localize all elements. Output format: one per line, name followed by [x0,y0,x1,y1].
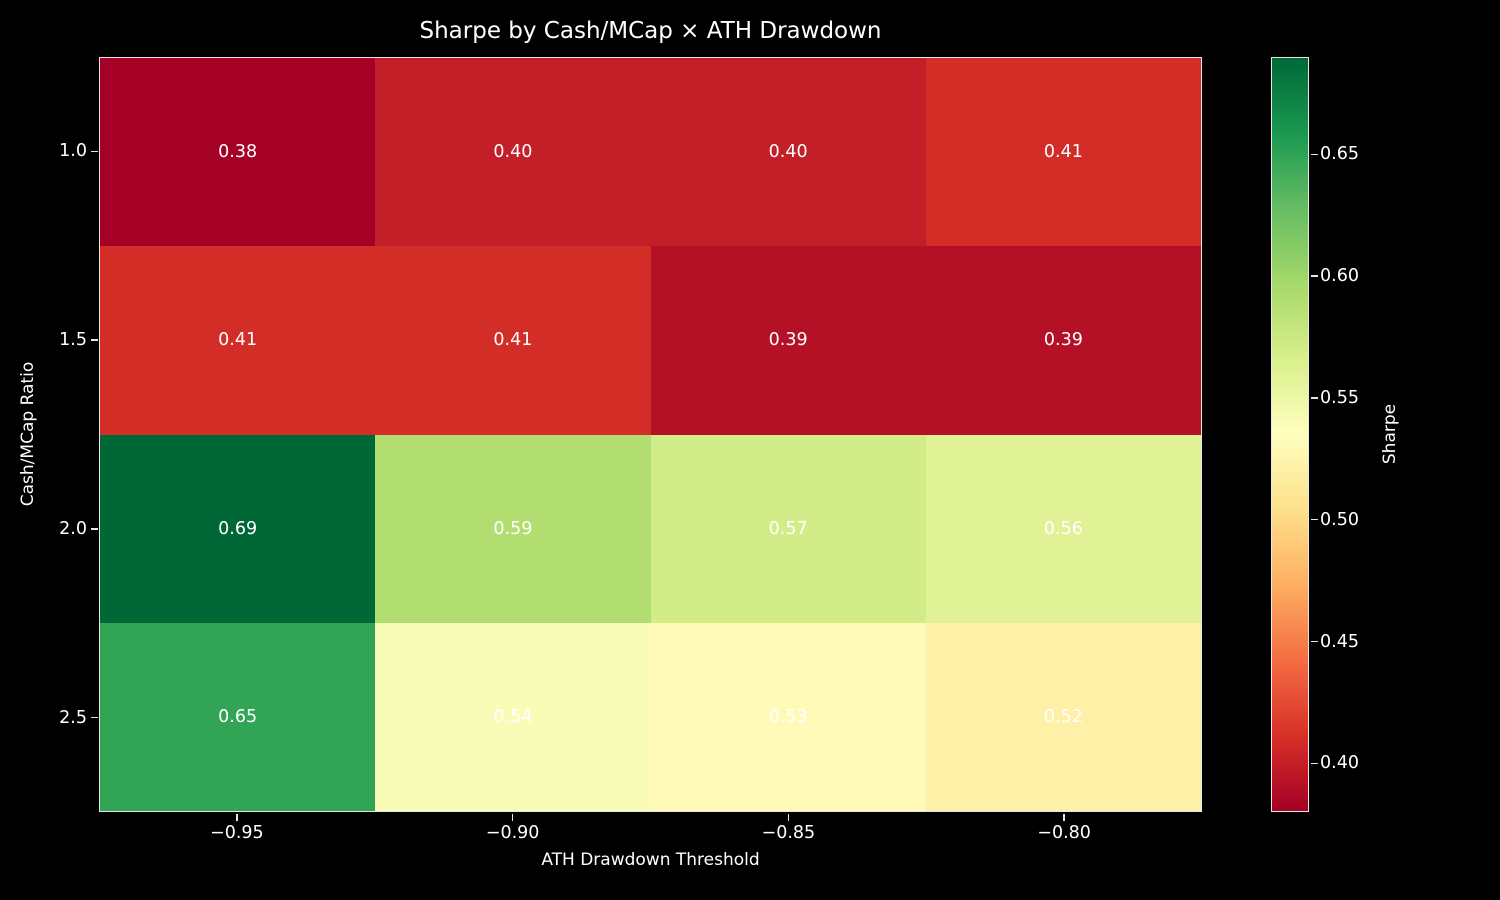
x-tick-label: −0.80 [1037,823,1091,843]
x-tick-mark [1063,813,1065,821]
colorbar-tick-label: 0.40 [1320,753,1359,774]
cell-value: 0.40 [768,142,808,163]
colorbar-tick-label: 0.50 [1320,509,1359,530]
y-tick-label: 2.5 [59,707,87,728]
colorbar-gradient [1271,57,1309,812]
x-tick-label: −0.95 [210,823,264,843]
colorbar-tick-label: 0.55 [1320,387,1359,408]
cell-value: 0.39 [768,330,808,351]
cell-value: 0.39 [1043,330,1083,351]
heatmap-cell-r2c0: 0.69 [100,434,376,623]
x-tick-mark [236,813,238,821]
cell-value: 0.59 [493,518,533,539]
heatmap-cell-r1c2: 0.39 [650,246,926,435]
x-tick-mark [511,813,514,821]
cell-value: 0.56 [1043,518,1083,539]
heatmap-grid: 0.38 0.40 0.40 0.41 0.41 0.41 0.39 0.39 0.69 0.59… [99,57,1202,812]
cell-value: 0.41 [218,330,258,351]
colorbar-tick-mark [1310,640,1318,643]
heatmap-cell-r3c1: 0.54 [375,622,651,811]
cell-value: 0.65 [218,706,258,727]
cell-value: 0.53 [768,706,808,727]
heatmap-cell-r0c2: 0.40 [650,58,926,247]
heatmap-cell-r3c3: 0.52 [925,622,1201,811]
heatmap-cell-r1c3: 0.39 [925,246,1201,435]
heatmap-cell-r0c1: 0.40 [375,58,651,247]
heatmap-cell-r0c3: 0.41 [925,58,1201,247]
colorbar-tick-mark [1310,762,1318,764]
x-tick-label: −0.85 [761,823,816,843]
cell-value: 0.41 [1043,142,1083,163]
y-tick-mark [90,339,98,341]
heatmap-cell-r0c0: 0.38 [100,58,376,247]
y-tick-mark [90,716,98,719]
cell-value: 0.40 [493,142,533,163]
cell-value: 0.41 [493,330,533,351]
heatmap-cell-r2c1: 0.59 [375,434,651,623]
y-tick-mark [90,150,98,153]
x-tick-mark [787,813,790,821]
heatmap-cell-r2c3: 0.56 [925,434,1201,623]
y-axis-label: Cash/MCap Ratio [18,361,38,507]
y-tick-label: 1.0 [59,141,87,162]
heatmap-cell-r2c2: 0.57 [650,434,926,623]
heatmap-cell-r1c0: 0.41 [100,246,376,435]
y-tick-label: 1.5 [59,330,87,351]
cell-value: 0.69 [218,518,258,539]
colorbar-tick-label: 0.45 [1320,631,1359,652]
cell-value: 0.57 [768,518,808,539]
x-tick-label: −0.90 [485,823,540,843]
colorbar-tick-mark [1310,397,1318,399]
colorbar-tick-mark [1310,275,1318,277]
y-tick-label: 2.0 [59,518,87,539]
cell-value: 0.52 [1043,706,1083,727]
colorbar-tick-label: 0.60 [1320,266,1359,287]
heatmap-cell-r3c0: 0.65 [100,622,376,811]
heatmap-cell-r1c1: 0.41 [375,246,651,435]
chart-title: Sharpe by Cash/MCap × ATH Drawdown [419,18,882,44]
cell-value: 0.38 [218,142,258,163]
colorbar-tick-mark [1310,519,1318,521]
colorbar-tick-label: 0.65 [1320,144,1359,165]
colorbar-label: Sharpe [1380,403,1400,465]
colorbar-tick-mark [1310,153,1318,156]
y-tick-mark [90,528,98,530]
x-axis-label: ATH Drawdown Threshold [541,850,760,870]
heatmap-cell-r3c2: 0.53 [650,622,926,811]
cell-value: 0.54 [493,706,533,727]
